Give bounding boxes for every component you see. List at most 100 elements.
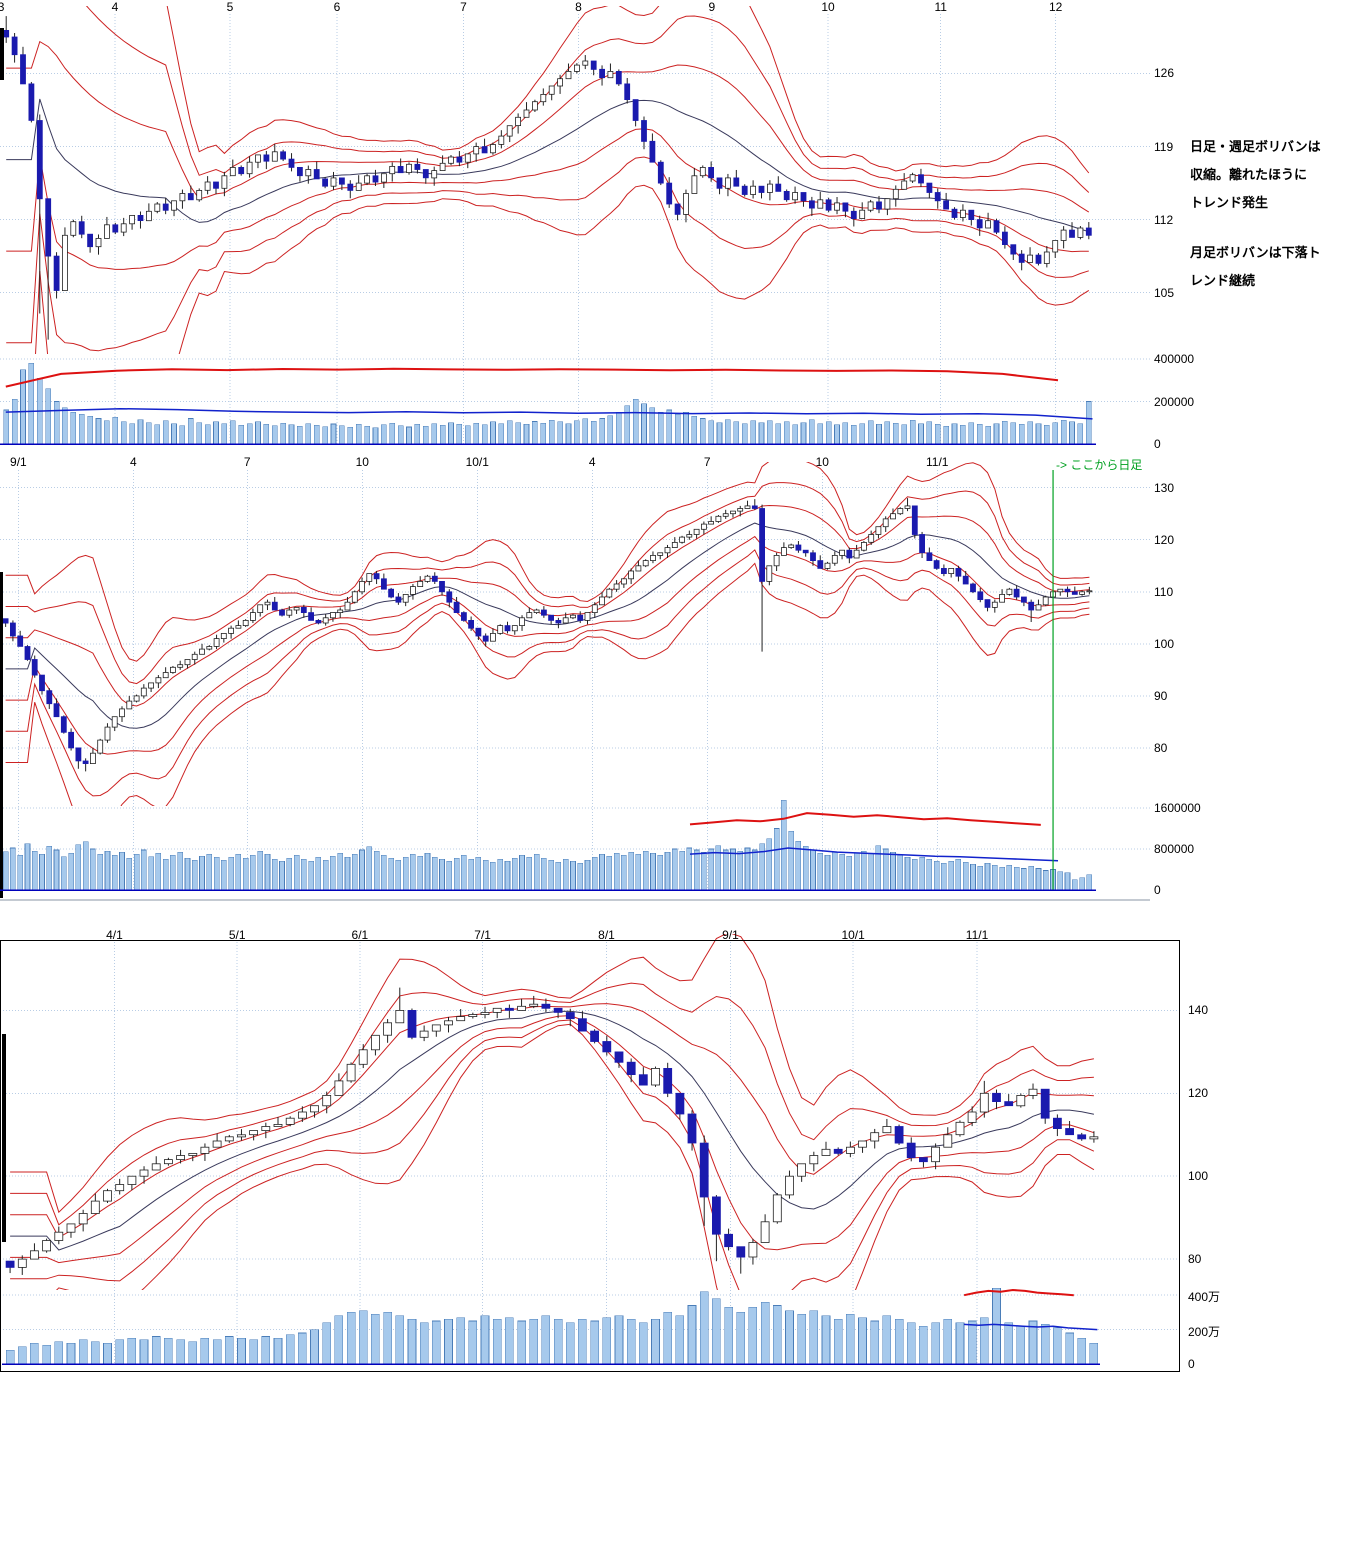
volume-bar: [482, 859, 489, 891]
volume-bar: [490, 861, 496, 891]
volume-bar: [75, 844, 82, 891]
candle: [334, 1073, 344, 1096]
volume-bar: [615, 411, 622, 445]
candle: [126, 695, 133, 710]
volume-bar: [555, 861, 562, 891]
volume-bar: [221, 859, 227, 891]
volume-bar: [293, 854, 300, 891]
candle: [17, 1255, 27, 1275]
candle: [409, 583, 416, 600]
candle: [11, 33, 18, 63]
candle: [296, 166, 303, 182]
volume-bar: [422, 425, 429, 445]
candle: [570, 613, 576, 620]
candle: [892, 185, 899, 207]
candle: [39, 674, 45, 695]
candle: [212, 1133, 222, 1148]
candle: [584, 612, 591, 625]
volume-bar: [221, 423, 228, 445]
volume-bar: [802, 846, 809, 891]
candle: [456, 151, 463, 167]
volume-bar: [632, 399, 639, 445]
candle: [196, 188, 203, 202]
candle: [992, 1089, 1001, 1110]
volume-bar: [330, 855, 336, 891]
candle: [941, 564, 947, 577]
volume-bar: [330, 423, 337, 445]
candles-layer: [2, 498, 1093, 772]
volume-bar: [498, 423, 505, 445]
volume-bar: [464, 425, 471, 445]
candle: [1013, 585, 1020, 600]
candle: [736, 1246, 746, 1274]
candle: [687, 1110, 697, 1151]
volume-bar: [250, 854, 256, 891]
volume-bar: [767, 420, 773, 445]
candle: [615, 69, 622, 86]
candle: [3, 16, 10, 43]
candle: [163, 1157, 173, 1166]
candle: [926, 547, 933, 562]
candle: [221, 171, 228, 197]
candle: [112, 222, 119, 235]
volume-bar: [894, 1318, 904, 1365]
candle: [775, 176, 782, 192]
price-tick-label: 140: [1188, 1003, 1209, 1018]
candle: [926, 182, 933, 199]
note-line: 収縮。離れたほうに: [1190, 167, 1308, 182]
volume-bar: [578, 1318, 587, 1365]
candle: [526, 607, 533, 619]
candle: [810, 550, 816, 566]
candle: [861, 541, 867, 552]
volume-bar: [693, 849, 700, 891]
volume-bar: [934, 424, 941, 445]
volume-bar: [257, 850, 264, 891]
candle: [582, 55, 589, 70]
price-tick-label: 80: [1154, 740, 1168, 755]
volume-bar: [402, 856, 409, 891]
volume-bar: [750, 420, 756, 445]
candle: [95, 234, 102, 255]
volume-bar: [817, 852, 824, 891]
volume-bar: [783, 421, 790, 445]
volume-bar: [651, 1318, 660, 1365]
volume-bar: [273, 1337, 283, 1365]
candle: [577, 611, 584, 624]
volume-ma-short-line: [964, 1323, 1098, 1331]
volume-bar: [570, 860, 576, 891]
volume-bar: [716, 422, 723, 445]
volume-bar: [417, 855, 424, 891]
candle: [9, 620, 16, 642]
volume-bar: [842, 422, 849, 445]
volume-bar: [614, 1315, 624, 1365]
volume-bar: [540, 422, 547, 445]
candle: [127, 1175, 137, 1191]
volume-bar: [858, 1317, 867, 1365]
volume-bar: [127, 1337, 137, 1365]
volume-bar: [490, 421, 496, 445]
candle: [1021, 596, 1027, 607]
volume-bar: [1057, 871, 1064, 891]
candle: [657, 160, 664, 186]
volume-bar: [831, 851, 838, 891]
volume-bar: [119, 851, 125, 891]
price-tick-label: 120: [1154, 532, 1175, 547]
candle: [417, 576, 424, 587]
candle: [397, 158, 404, 174]
volume-bar: [148, 856, 154, 891]
note-line: レンド継続: [1190, 273, 1256, 288]
candle: [519, 615, 525, 631]
volume-bar: [225, 1336, 234, 1365]
candle: [918, 168, 924, 188]
volume-bar: [444, 1318, 453, 1365]
volume-bar: [310, 1329, 319, 1365]
volume-bar: [574, 420, 580, 445]
volume-bar: [298, 1332, 307, 1365]
candle: [171, 200, 177, 217]
volume-bar: [526, 856, 533, 891]
volume-bar: [126, 857, 133, 891]
volume-bar: [199, 855, 205, 891]
volume-bar: [1013, 867, 1020, 891]
bollinger-band-plus2sigma: [5, 482, 1090, 685]
volume-bar: [918, 423, 924, 445]
